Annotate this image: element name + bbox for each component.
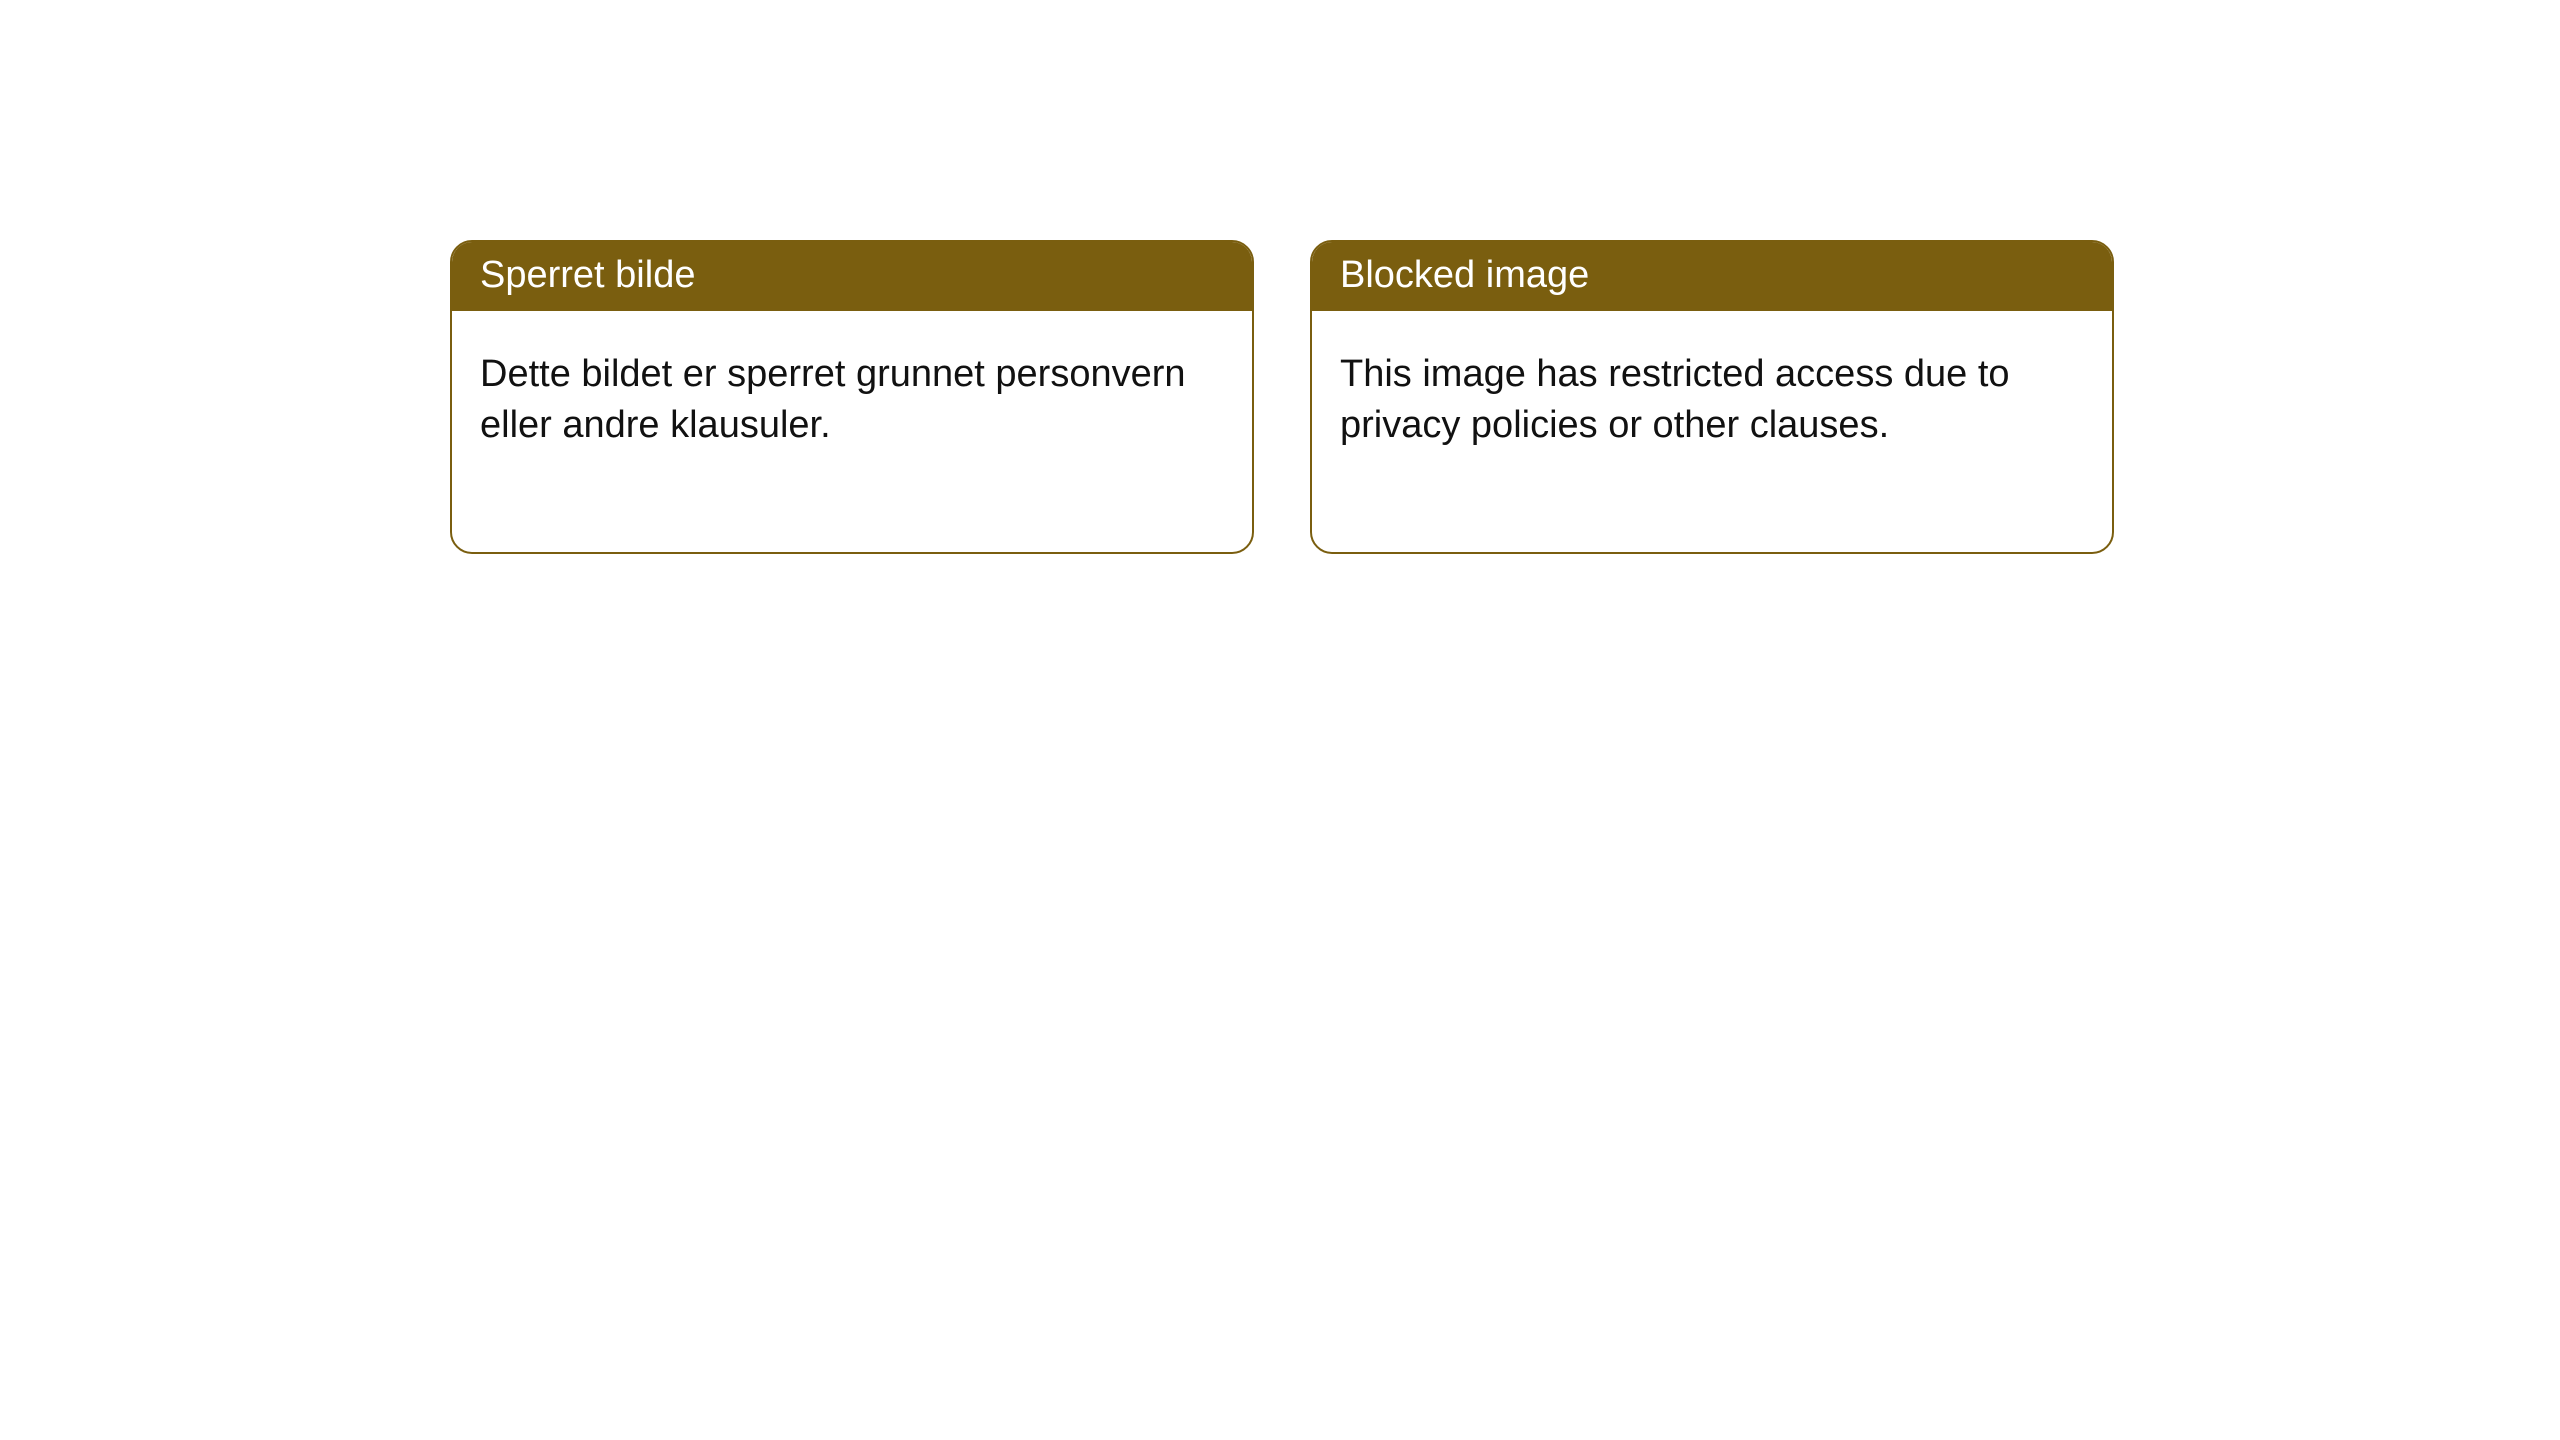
notice-card-norwegian: Sperret bilde Dette bildet er sperret gr… bbox=[450, 240, 1254, 554]
notice-card-title: Sperret bilde bbox=[452, 242, 1252, 309]
notice-card-message: Dette bildet er sperret grunnet personve… bbox=[452, 309, 1252, 552]
notice-card-message: This image has restricted access due to … bbox=[1312, 309, 2112, 552]
notice-container: Sperret bilde Dette bildet er sperret gr… bbox=[450, 240, 2114, 554]
notice-card-title: Blocked image bbox=[1312, 242, 2112, 309]
notice-card-english: Blocked image This image has restricted … bbox=[1310, 240, 2114, 554]
